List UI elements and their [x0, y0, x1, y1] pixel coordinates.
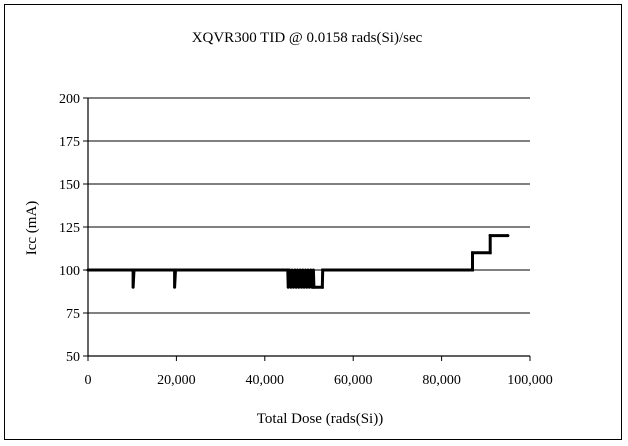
data-point: [304, 268, 307, 272]
data-point: [173, 285, 177, 289]
data-point: [302, 285, 306, 289]
chart-title: XQVR300 TID @ 0.0158 rads(Si)/sec: [192, 30, 423, 46]
x-tick-label: 20,000: [157, 373, 196, 388]
data-point: [286, 285, 290, 289]
data-point: [131, 285, 135, 289]
data-point: [471, 268, 474, 272]
y-tick-label: 100: [59, 264, 80, 279]
y-tick-label: 125: [59, 221, 80, 236]
axes: [83, 97, 531, 361]
data-point: [307, 285, 311, 289]
data-point: [296, 268, 299, 272]
data-point: [311, 268, 315, 272]
x-tick-label: 80,000: [422, 373, 461, 388]
data-point: [321, 268, 325, 272]
data-point: [309, 268, 313, 272]
y-tick-label: 150: [59, 178, 80, 193]
data-point: [288, 268, 292, 272]
data-point: [312, 285, 316, 289]
x-tick-label: 40,000: [246, 373, 285, 388]
series-line: [88, 234, 508, 289]
x-tick-label: 0: [85, 373, 92, 388]
tick-labels: 50 75 100 125 150 175 200 0 20,000 40,000 60,000 80…: [59, 92, 553, 388]
data-point: [290, 268, 294, 272]
data-point: [174, 268, 177, 272]
data-point: [294, 285, 298, 289]
y-tick-label: 175: [59, 135, 80, 150]
data-point: [306, 268, 310, 272]
data-point: [293, 268, 297, 272]
data-point: [301, 268, 305, 272]
chart-frame: [4, 4, 622, 440]
x-axis-label: Total Dose (rads(Si)): [257, 411, 383, 427]
data-point: [488, 251, 492, 255]
data-point: [471, 251, 474, 255]
y-tick-label: 50: [66, 350, 80, 365]
data-point: [289, 285, 293, 289]
x-tick-label: 100,000: [507, 373, 553, 388]
data-point: [86, 268, 90, 272]
data-point: [506, 234, 510, 238]
data-point: [320, 285, 324, 289]
y-tick-label: 200: [59, 92, 80, 107]
data-point: [132, 268, 136, 272]
x-tick-label: 60,000: [334, 373, 373, 388]
data-point: [297, 285, 301, 289]
data-point: [300, 285, 303, 289]
y-axis-label: Icc (mA): [24, 201, 40, 256]
y-tick-label: 75: [66, 307, 80, 322]
data-point: [305, 285, 309, 289]
data-point: [298, 268, 302, 272]
data-point: [292, 285, 295, 289]
data-point: [488, 234, 492, 238]
series-group: [86, 234, 510, 289]
